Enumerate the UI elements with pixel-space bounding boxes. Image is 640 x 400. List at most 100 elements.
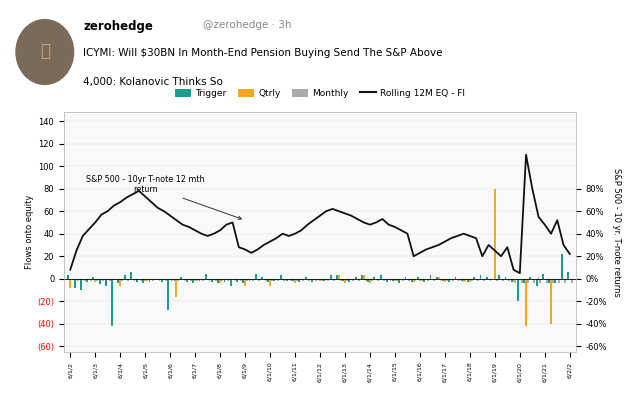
Bar [327,279,329,281]
Legend: Trigger, Qtrly, Monthly, Rolling 12M EQ - FI: Trigger, Qtrly, Monthly, Rolling 12M EQ … [171,85,469,102]
Bar [452,279,454,281]
Bar [371,279,372,281]
Bar [548,279,550,283]
Bar [268,279,269,282]
Bar [396,279,397,281]
Bar [190,279,192,281]
Bar [511,279,513,282]
Bar [524,279,525,283]
Bar [290,279,292,281]
Bar [180,276,182,279]
Bar [194,279,196,281]
Bar [419,279,421,281]
Bar [479,275,481,279]
Bar [363,275,365,279]
Bar [377,279,379,281]
Bar [280,275,282,279]
Bar [252,279,254,281]
Bar [261,276,263,279]
Bar [508,279,510,281]
Bar [161,279,163,282]
Bar [109,279,111,281]
Bar [365,279,367,281]
Bar [415,279,417,281]
Bar [265,279,267,281]
Bar [273,279,275,281]
Bar [315,279,317,281]
Bar [436,276,438,279]
Bar [271,279,273,281]
Bar [440,279,442,281]
Bar [423,279,425,282]
Bar [348,279,350,282]
Text: 👤: 👤 [40,42,50,60]
Bar [392,279,394,281]
Bar [215,279,217,281]
Bar [134,279,136,281]
Bar [240,279,242,281]
Bar [521,279,523,283]
Bar [236,279,238,282]
Bar [496,279,498,281]
Bar [67,275,69,279]
Bar [90,279,92,281]
Bar [99,279,100,284]
Bar [433,279,435,281]
Bar [442,279,444,281]
Bar [486,276,488,279]
Bar [386,279,388,282]
Bar [467,279,469,282]
Text: 4,000: Kolanovic Thinks So: 4,000: Kolanovic Thinks So [83,77,223,87]
Bar [355,276,356,279]
Y-axis label: S&P 500 - 10 yr. T-note returns: S&P 500 - 10 yr. T-note returns [612,168,621,296]
Bar [564,279,566,283]
Bar [525,279,527,326]
Bar [446,279,448,281]
Bar [461,279,463,281]
Bar [340,279,342,281]
Bar [319,279,321,281]
Bar [552,279,554,283]
Bar [527,279,529,283]
Bar [298,279,300,282]
Text: ICYMI: Will $30BN In Month-End Pension Buying Send The S&P Above: ICYMI: Will $30BN In Month-End Pension B… [83,48,443,58]
Bar [540,279,541,283]
Bar [173,279,175,281]
Bar [211,279,213,282]
Text: zerohedge: zerohedge [83,20,153,33]
Bar [408,279,410,281]
Bar [515,279,516,283]
Bar [259,279,260,281]
Bar [127,279,129,281]
Bar [92,276,94,279]
Bar [542,274,544,279]
Bar [146,279,148,281]
Bar [130,272,132,279]
Bar [140,279,141,281]
Bar [413,279,415,282]
Bar [246,279,248,281]
Bar [561,254,563,279]
Bar [175,279,177,297]
Bar [330,275,332,279]
Bar [74,279,76,288]
Bar [171,279,173,281]
Bar [218,279,219,283]
Bar [142,279,144,283]
Bar [499,275,500,279]
Bar [394,279,396,281]
Bar [294,279,296,283]
Bar [223,279,225,282]
Bar [308,279,310,281]
Bar [284,279,285,281]
Bar [230,279,232,286]
Bar [286,279,288,281]
Bar [390,279,392,281]
Bar [346,279,348,281]
Bar [458,279,460,281]
Bar [227,279,229,281]
Bar [155,279,157,280]
Bar [205,274,207,279]
Bar [338,275,340,279]
Bar [550,279,552,324]
